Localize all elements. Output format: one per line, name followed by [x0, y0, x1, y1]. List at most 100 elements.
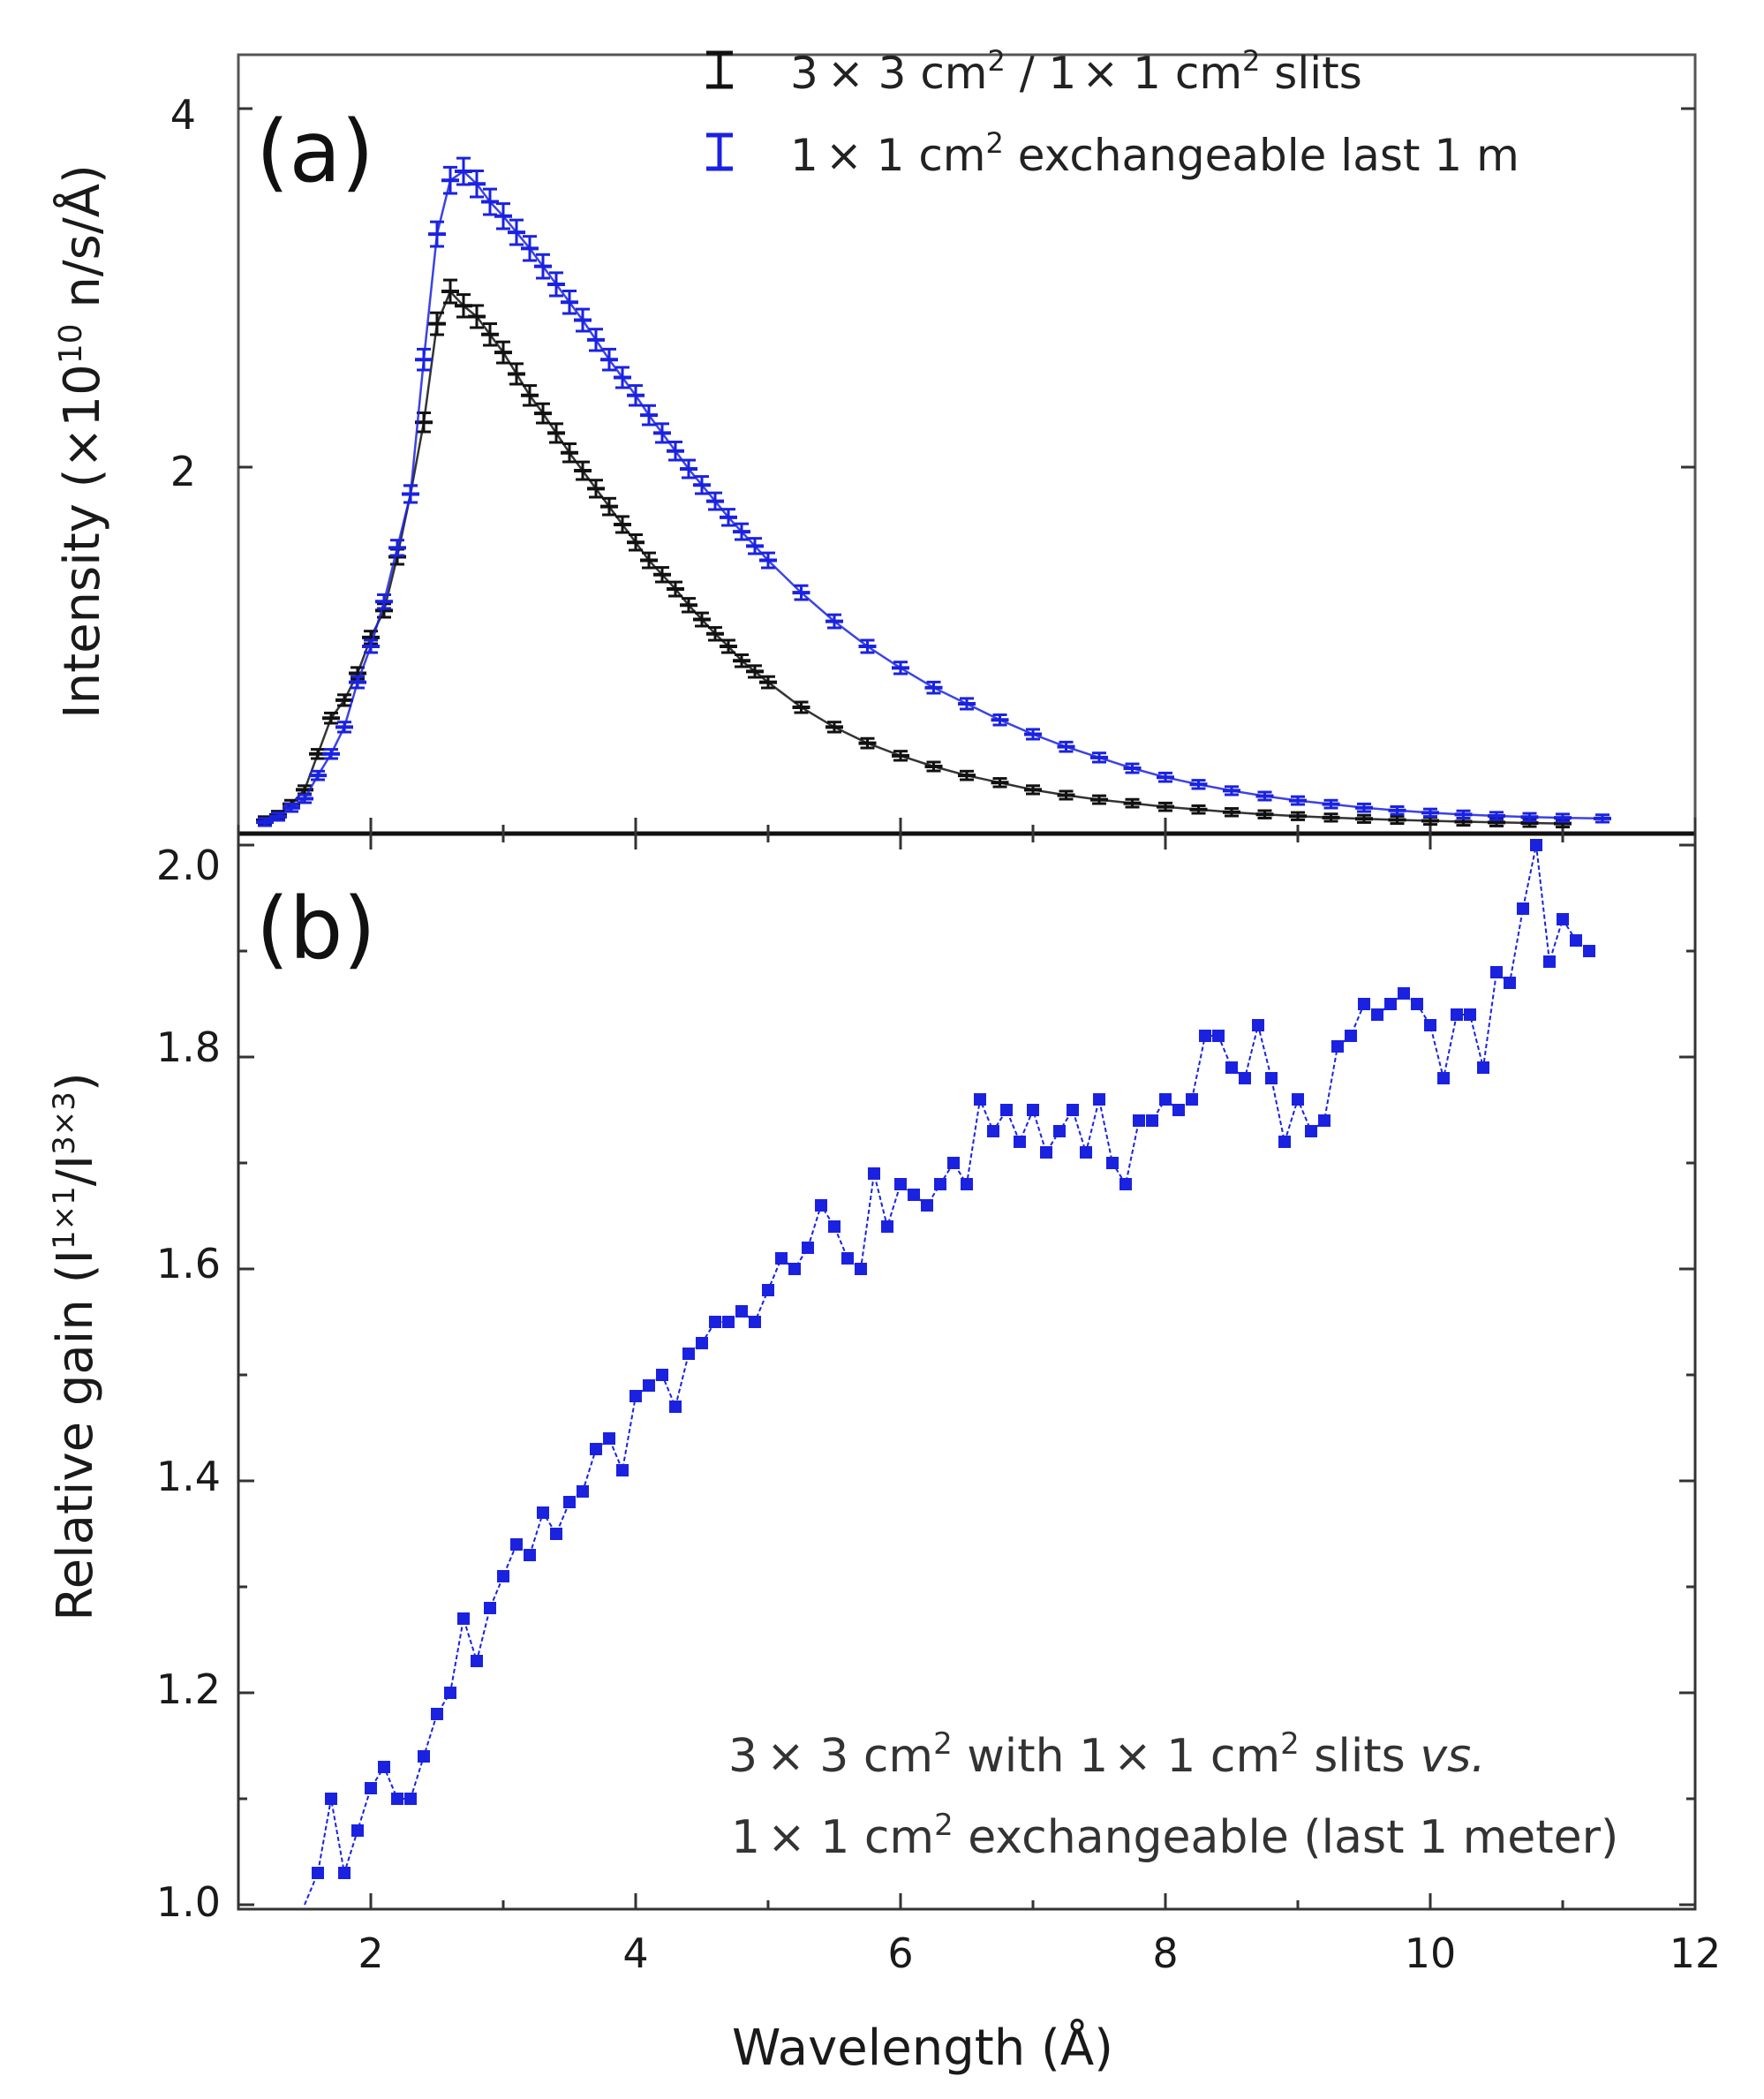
legend-entry-3x3: 3 × 3 cm2 / 1 × 1 cm2 slits — [790, 44, 1362, 99]
gain-point — [1451, 1008, 1463, 1021]
gain-point — [974, 1093, 986, 1106]
error-bar — [600, 496, 618, 517]
error-bar — [1355, 802, 1373, 813]
error-bar — [627, 533, 645, 552]
gain-point — [1583, 945, 1595, 957]
gain-point — [696, 1337, 708, 1349]
error-bar — [706, 626, 724, 642]
panel-b-ytick-label: 1.6 — [156, 1240, 221, 1287]
gain-point — [709, 1316, 721, 1328]
error-bar — [693, 475, 711, 495]
gain-point — [1490, 966, 1503, 978]
panel-b-ytick-label: 1.0 — [156, 1878, 221, 1926]
error-bar — [614, 366, 631, 389]
error-bar — [587, 328, 605, 352]
gain-point — [524, 1549, 536, 1561]
gain-point — [1119, 1178, 1132, 1190]
error-bar — [534, 402, 552, 425]
gain-point — [908, 1189, 920, 1201]
gain-point — [841, 1252, 854, 1265]
error-bar — [375, 593, 393, 610]
error-bar — [574, 460, 592, 481]
x-tick-label: 2 — [358, 1929, 383, 1977]
error-bar — [1057, 789, 1075, 801]
error-bar — [494, 340, 512, 365]
gain-point — [1146, 1114, 1158, 1127]
error-bar — [792, 700, 810, 714]
error-bar — [269, 812, 287, 822]
error-bar — [1090, 794, 1108, 805]
gain-point — [934, 1178, 946, 1190]
error-bar — [600, 347, 618, 372]
legend-marker-1x1 — [706, 132, 733, 171]
error-bar — [1189, 779, 1208, 790]
error-bar — [1388, 814, 1406, 826]
error-bar — [792, 584, 810, 601]
gain-point — [1278, 1136, 1291, 1148]
gain-point — [921, 1199, 933, 1212]
error-bar — [1057, 740, 1075, 753]
error-bar — [991, 777, 1009, 789]
error-bar — [892, 750, 909, 762]
error-bar — [1289, 795, 1307, 806]
error-bar — [1554, 812, 1572, 823]
gain-point — [1424, 1019, 1436, 1031]
gain-point — [404, 1793, 417, 1805]
panel-b-ytick-label: 1.4 — [156, 1453, 221, 1500]
error-bar — [296, 793, 313, 804]
gain-point — [855, 1263, 867, 1275]
gain-point — [1557, 913, 1569, 925]
gain-point — [749, 1316, 761, 1328]
gain-point — [722, 1316, 735, 1328]
gain-point — [484, 1602, 496, 1614]
error-bar — [825, 613, 843, 630]
error-bar — [349, 675, 366, 690]
gain-point — [1225, 1061, 1238, 1074]
error-bar — [322, 748, 340, 760]
gain-point — [1040, 1146, 1052, 1159]
error-bar — [733, 522, 750, 541]
gain-point — [1080, 1146, 1092, 1159]
error-bar — [534, 253, 552, 280]
error-bar — [653, 422, 671, 444]
error-bar — [680, 458, 697, 479]
gain-point — [1570, 934, 1582, 947]
gain-point — [1543, 955, 1556, 968]
error-bar — [1454, 809, 1473, 820]
gain-point — [312, 1867, 324, 1879]
error-bar — [388, 539, 406, 557]
error-bar — [309, 769, 327, 781]
gain-point — [444, 1687, 456, 1699]
series-line — [264, 170, 1603, 824]
error-bar — [335, 693, 353, 707]
panel-a-ticks — [238, 107, 1695, 469]
gain-point — [1411, 998, 1423, 1010]
error-bar — [858, 736, 877, 750]
error-bar — [1322, 812, 1340, 823]
error-bar — [706, 491, 724, 511]
gain-point — [1000, 1104, 1013, 1116]
gain-point — [629, 1390, 642, 1402]
gain-point — [418, 1750, 430, 1763]
error-bar — [667, 580, 684, 598]
error-bar — [1024, 784, 1042, 796]
gain-point — [550, 1528, 562, 1540]
gain-point — [1358, 998, 1370, 1010]
gain-point — [471, 1655, 483, 1667]
series-line — [264, 289, 1564, 825]
error-bar — [924, 680, 943, 695]
error-bar — [733, 653, 750, 668]
gain-point — [1067, 1104, 1079, 1116]
gain-point — [815, 1199, 827, 1212]
error-bar — [958, 697, 976, 711]
gain-point — [1027, 1104, 1039, 1116]
error-bar — [1388, 804, 1406, 816]
gain-point — [1318, 1114, 1331, 1127]
gain-point — [351, 1824, 364, 1837]
error-bar — [1488, 811, 1505, 821]
error-bar — [720, 638, 737, 654]
error-bar — [892, 661, 909, 676]
panel-b-annotation: 3 × 3 cm2 with 1 × 1 cm2 slits vs. 1 × 1 cm… — [728, 1726, 1618, 1864]
panel-b-ytick-label: 1.2 — [156, 1665, 221, 1713]
